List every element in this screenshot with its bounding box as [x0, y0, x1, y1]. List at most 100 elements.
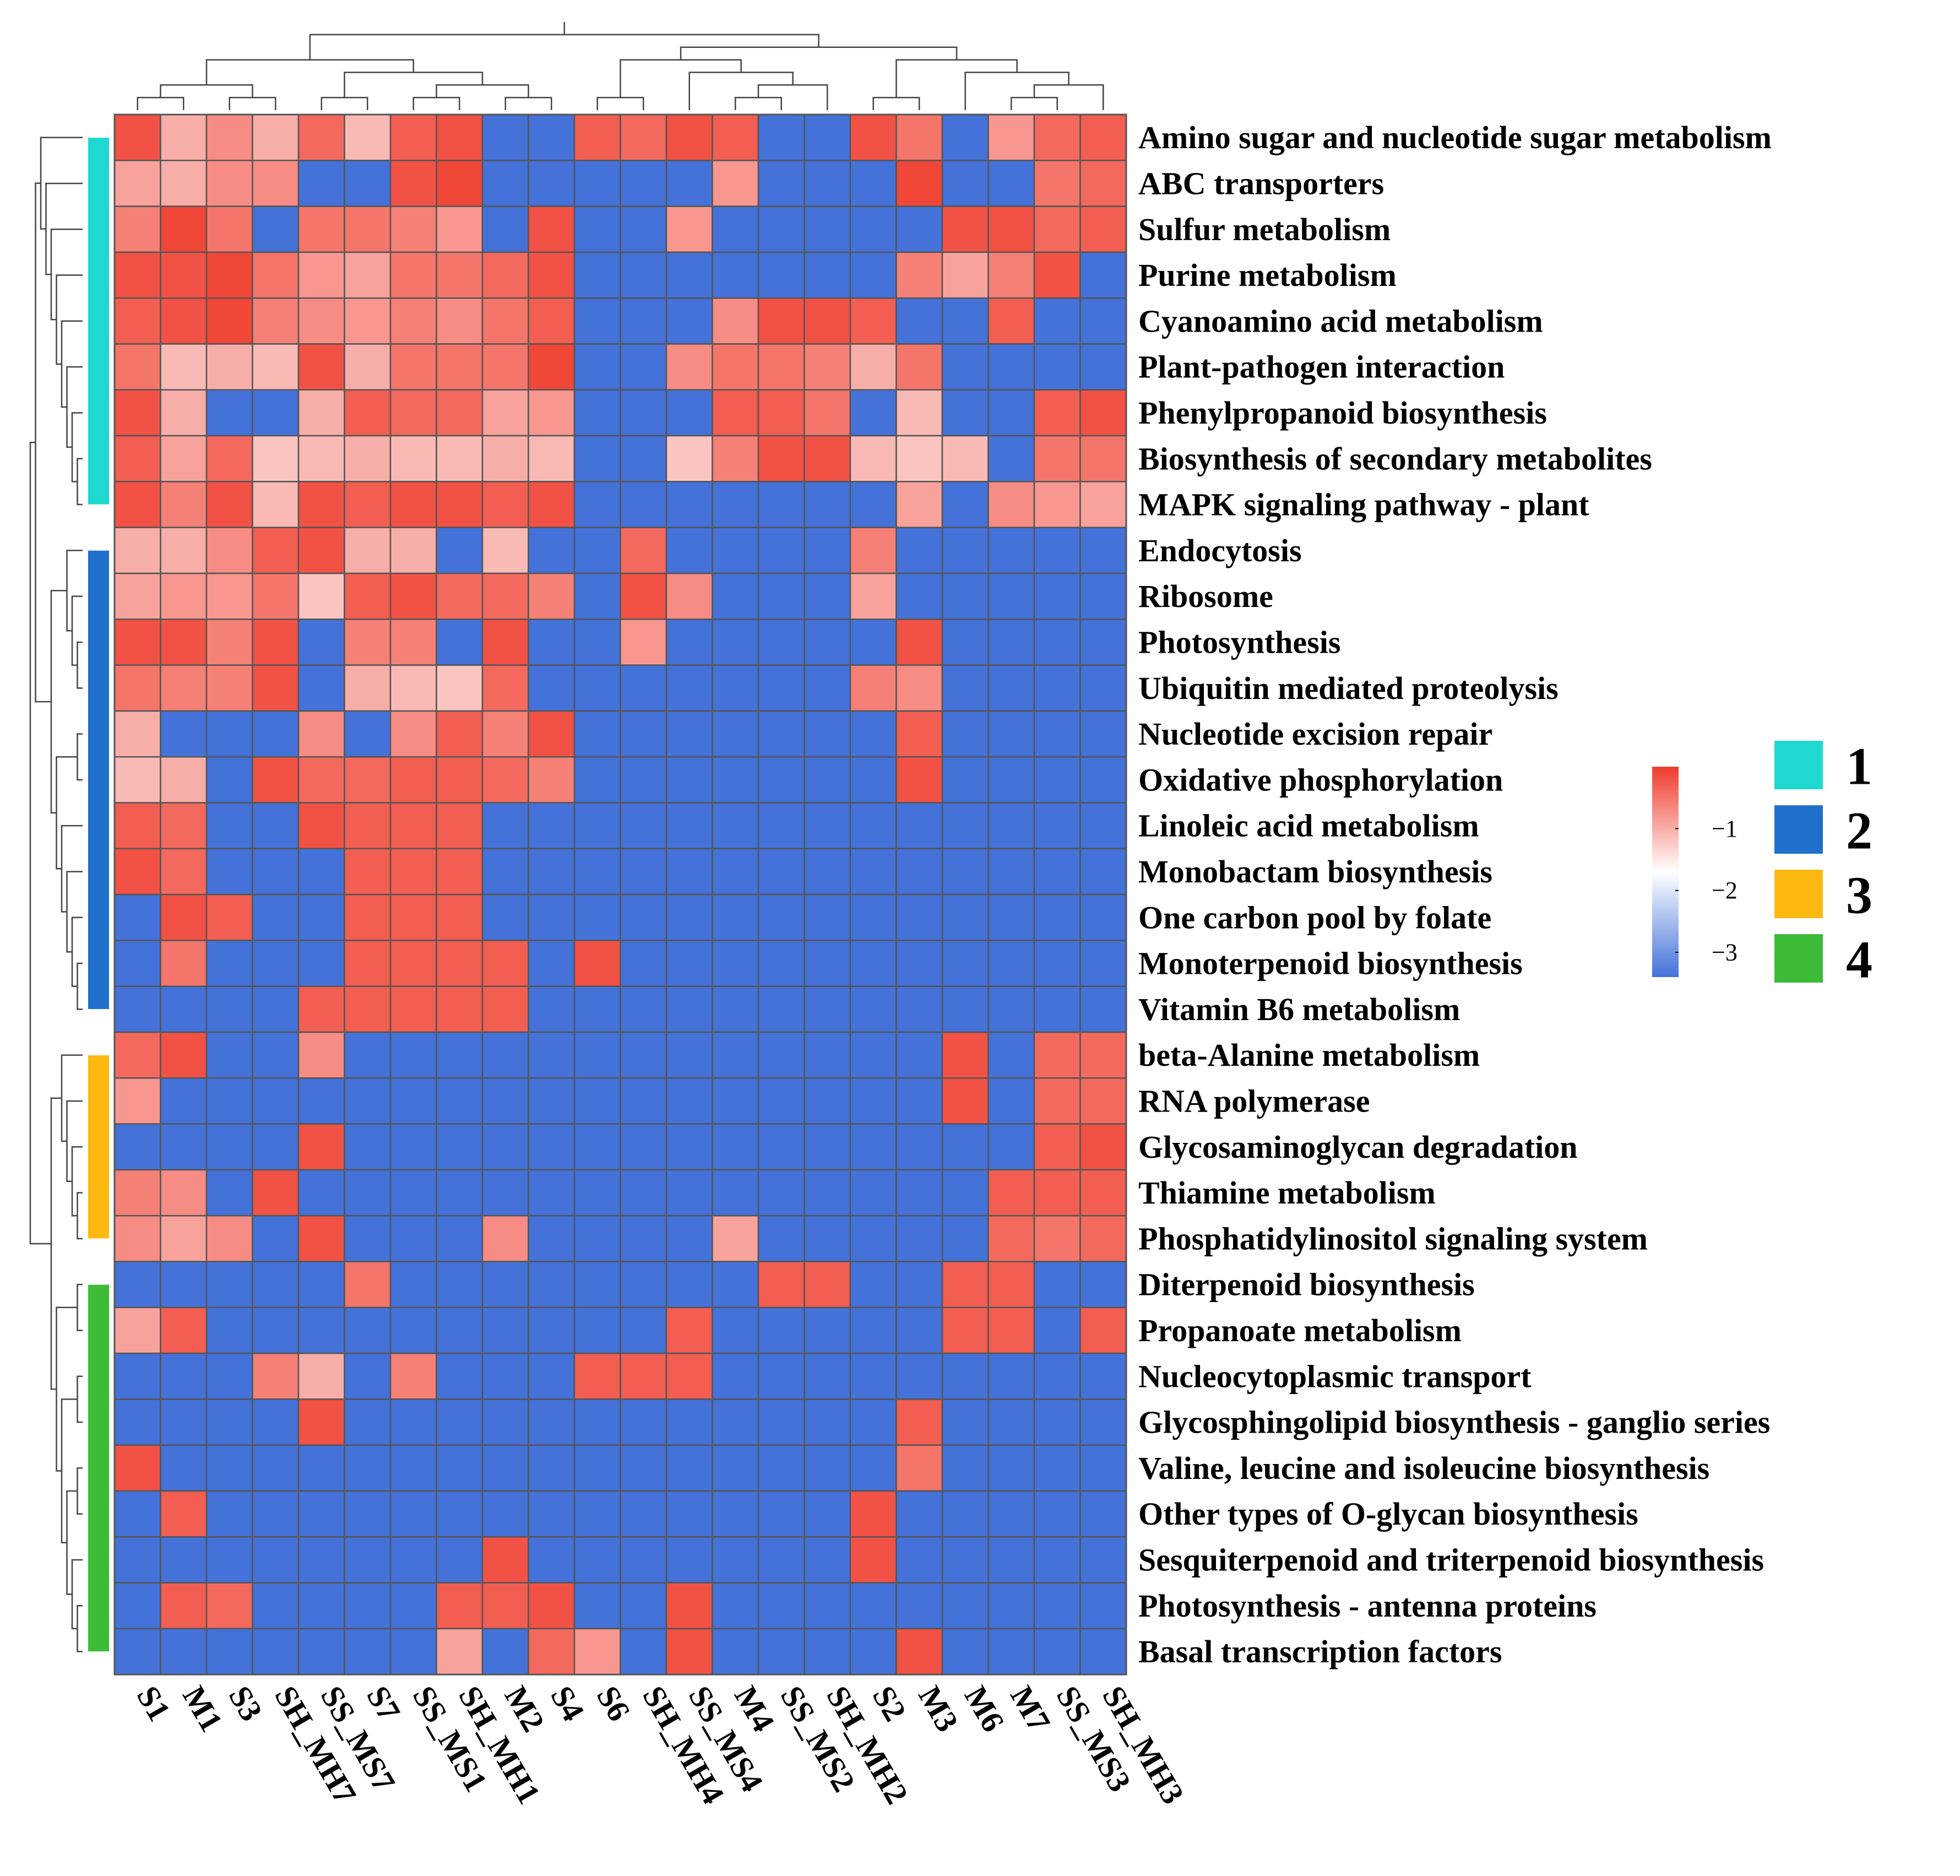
- heatmap-cell: [573, 619, 621, 666]
- heatmap-cell: [757, 1077, 805, 1125]
- heatmap-cell: [987, 297, 1035, 345]
- heatmap-cell: [895, 113, 943, 161]
- heatmap-cell: [481, 893, 529, 941]
- heatmap-cell: [528, 113, 575, 161]
- heatmap-cell: [344, 756, 392, 804]
- heatmap-cell: [987, 756, 1035, 804]
- heatmap-cell: [252, 1214, 300, 1262]
- heatmap-cell: [1033, 389, 1081, 437]
- row-label: Endocytosis: [1138, 533, 1302, 568]
- heatmap-cell: [297, 1261, 345, 1309]
- dendrogram-branch: [56, 756, 78, 870]
- heatmap-cell: [481, 481, 529, 528]
- heatmap-cell: [712, 389, 759, 437]
- heatmap-cell: [344, 664, 392, 712]
- heatmap-cell: [252, 1536, 300, 1584]
- heatmap-cell: [665, 527, 713, 574]
- heatmap-cell: [297, 1077, 345, 1125]
- dendrogram-branch: [66, 366, 83, 448]
- heatmap-cell: [803, 1214, 851, 1262]
- heatmap-cell: [113, 481, 161, 528]
- heatmap-cell: [803, 664, 851, 712]
- heatmap-cell: [297, 205, 345, 253]
- heatmap-cell: [481, 1582, 529, 1630]
- heatmap-cell: [389, 1306, 437, 1354]
- dendrogram-branch: [1033, 84, 1104, 110]
- heatmap-cell: [573, 1582, 621, 1630]
- heatmap-cell: [987, 1398, 1035, 1446]
- heatmap-cell: [252, 1077, 300, 1125]
- heatmap-cell: [481, 1123, 529, 1171]
- heatmap-cell: [113, 113, 161, 161]
- heatmap-cell: [665, 481, 713, 528]
- heatmap-cell: [1033, 297, 1081, 345]
- row-label: Ribosome: [1138, 578, 1273, 614]
- heatmap-cell: [160, 527, 208, 574]
- heatmap-cells: [113, 113, 1127, 1676]
- heatmap-cell: [941, 893, 989, 941]
- heatmap-cell: [297, 113, 345, 161]
- heatmap-cell: [1079, 343, 1127, 391]
- heatmap-cell: [573, 985, 621, 1033]
- heatmap-cell: [252, 1031, 300, 1079]
- heatmap-cell: [757, 893, 805, 941]
- heatmap-cell: [481, 435, 529, 482]
- heatmap-cell: [389, 710, 437, 758]
- heatmap-cell: [436, 1582, 484, 1630]
- heatmap-cell: [113, 572, 161, 620]
- heatmap-cell: [113, 893, 161, 941]
- heatmap-cell: [528, 1031, 575, 1079]
- heatmap-cell: [205, 1123, 253, 1171]
- heatmap-cell: [344, 1582, 392, 1630]
- heatmap-cell: [389, 1536, 437, 1584]
- heatmap-cell: [297, 1123, 345, 1171]
- heatmap-cell: [1033, 251, 1081, 299]
- heatmap-cell: [1033, 1490, 1081, 1538]
- heatmap-cell: [344, 1398, 392, 1446]
- heatmap-cell: [665, 297, 713, 345]
- heatmap-cell: [481, 527, 529, 574]
- heatmap-cell: [941, 710, 989, 758]
- heatmap-cell: [252, 251, 300, 299]
- row-label: MAPK signaling pathway - plant: [1138, 487, 1589, 523]
- heatmap-cell: [1079, 205, 1127, 253]
- heatmap-cell: [344, 251, 392, 299]
- heatmap-cell: [803, 435, 851, 482]
- heatmap-cell: [941, 985, 989, 1033]
- heatmap-cell: [573, 343, 621, 391]
- heatmap-cell: [620, 756, 667, 804]
- heatmap-cell: [665, 1536, 713, 1584]
- heatmap-cell: [436, 1306, 484, 1354]
- heatmap-cell: [252, 435, 300, 482]
- heatmap-cell: [849, 1306, 897, 1354]
- heatmap-cell: [665, 664, 713, 712]
- heatmap-cell: [573, 435, 621, 482]
- heatmap-cell: [205, 985, 253, 1033]
- heatmap-cell: [941, 1031, 989, 1079]
- heatmap-cell: [895, 160, 943, 207]
- heatmap-cell: [205, 619, 253, 666]
- column-label: S1: [130, 1680, 178, 1727]
- heatmap-cell: [665, 1261, 713, 1309]
- column-label: M6: [958, 1680, 1012, 1738]
- heatmap-cell: [205, 1444, 253, 1492]
- dendrogram-branch: [56, 1306, 78, 1472]
- heatmap-cell: [712, 1123, 759, 1171]
- heatmap-cell: [573, 893, 621, 941]
- heatmap-cell: [436, 481, 484, 528]
- heatmap-cell: [389, 343, 437, 391]
- heatmap-cell: [803, 527, 851, 574]
- heatmap-cell: [712, 297, 759, 345]
- heatmap-cell: [665, 756, 713, 804]
- row-label: Sulfur metabolism: [1138, 212, 1391, 247]
- dendrogram-branch: [596, 96, 644, 110]
- heatmap-cell: [389, 389, 437, 437]
- heatmap-cell: [757, 572, 805, 620]
- heatmap-cell: [389, 1169, 437, 1217]
- heatmap-cell: [573, 160, 621, 207]
- heatmap-cell: [436, 527, 484, 574]
- heatmap-cell: [895, 481, 943, 528]
- dendrogram-branch: [61, 1054, 83, 1142]
- heatmap-cell: [665, 343, 713, 391]
- dendrogram-branch: [872, 96, 920, 110]
